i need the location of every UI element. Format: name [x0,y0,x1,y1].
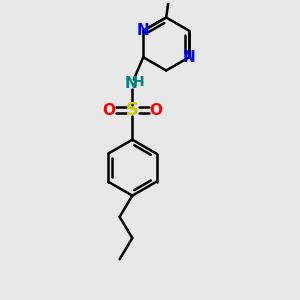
Text: O: O [102,103,115,118]
Text: N: N [183,50,196,65]
Text: N: N [137,23,150,38]
Text: O: O [149,103,162,118]
Text: S: S [126,101,139,119]
Text: N: N [124,76,137,91]
Text: H: H [132,75,144,89]
